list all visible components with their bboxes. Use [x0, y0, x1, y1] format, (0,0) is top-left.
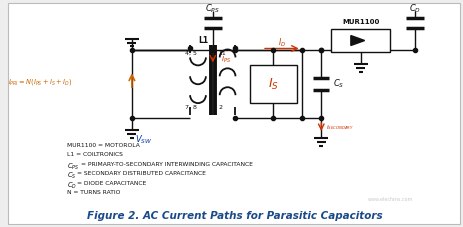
Text: $C_{PS}$: $C_{PS}$: [67, 162, 79, 172]
Text: N = TURNS RATIO: N = TURNS RATIO: [67, 190, 120, 195]
Bar: [250, 65, 297, 103]
Text: MUR1100 = MOTOROLA: MUR1100 = MOTOROLA: [67, 143, 140, 148]
FancyBboxPatch shape: [7, 3, 460, 224]
Bar: [331, 29, 390, 52]
Text: MUR1100: MUR1100: [342, 19, 379, 25]
Text: $C_S$: $C_S$: [333, 78, 344, 91]
Text: $I_S$: $I_S$: [268, 77, 279, 92]
Text: $I_{SECONDARY}$: $I_{SECONDARY}$: [326, 123, 354, 132]
Text: $I_{PRI}=N(I_{PS}+I_S+I_D)$: $I_{PRI}=N(I_{PS}+I_S+I_D)$: [8, 77, 72, 87]
Text: Figure 2. AC Current Paths for Parasitic Capacitors: Figure 2. AC Current Paths for Parasitic…: [87, 211, 382, 221]
Text: $I_D$: $I_D$: [278, 36, 286, 49]
Text: $I_{PS}$: $I_{PS}$: [221, 55, 231, 66]
Text: $V_{SW}$: $V_{SW}$: [135, 134, 152, 146]
Text: = PRIMARY-TO-SECONDARY INTERWINDING CAPACITANCE: = PRIMARY-TO-SECONDARY INTERWINDING CAPA…: [81, 162, 252, 167]
Text: www.elecfans.com: www.elecfans.com: [368, 197, 413, 202]
Text: L1 = COILTRONICS: L1 = COILTRONICS: [67, 152, 123, 157]
Polygon shape: [351, 36, 365, 45]
Text: = DIODE CAPACITANCE: = DIODE CAPACITANCE: [77, 181, 146, 186]
Text: 7, 8: 7, 8: [185, 105, 197, 110]
Text: = SECONDARY DISTRIBUTED CAPACITANCE: = SECONDARY DISTRIBUTED CAPACITANCE: [77, 171, 206, 176]
Text: 4, 5: 4, 5: [185, 51, 197, 56]
Text: $C_S$: $C_S$: [67, 171, 76, 181]
Text: $C_D$: $C_D$: [409, 2, 421, 15]
Text: $C_{PS}$: $C_{PS}$: [205, 2, 220, 15]
Text: L1: L1: [198, 36, 208, 45]
Text: 11: 11: [219, 51, 226, 56]
Text: 2: 2: [219, 105, 223, 110]
Text: $C_D$: $C_D$: [67, 181, 77, 191]
